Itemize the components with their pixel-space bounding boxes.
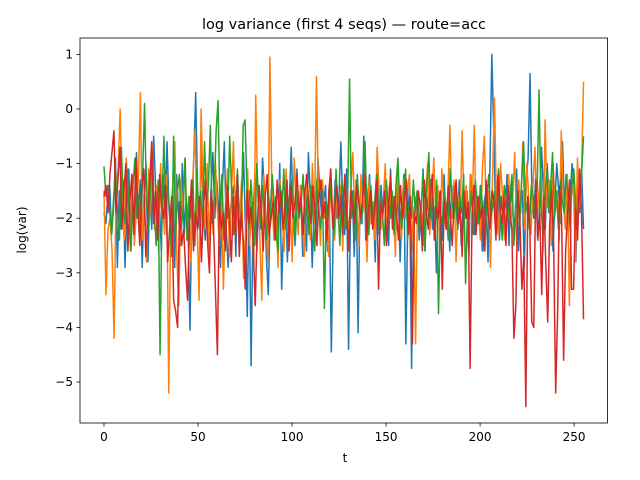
y-axis: −5 −4 −3 −2 −1 0 1 — [55, 47, 80, 389]
y-tick-label: 0 — [65, 102, 73, 116]
plot-area — [103, 53, 585, 408]
x-tick-label: 250 — [563, 430, 586, 444]
y-tick-label: −4 — [55, 320, 73, 334]
y-tick-label: −3 — [55, 266, 73, 280]
x-tick-label: 50 — [190, 430, 205, 444]
chart-title: log variance (first 4 seqs) — route=acc — [202, 17, 486, 33]
plot-frame — [79, 37, 608, 424]
y-tick-label: −1 — [55, 157, 73, 171]
x-axis: 0 50 100 150 200 250 — [100, 423, 586, 444]
series-line-3 — [103, 130, 585, 408]
x-tick-label: 200 — [469, 430, 492, 444]
x-tick-label: 0 — [100, 430, 108, 444]
y-tick-label: −2 — [55, 211, 73, 225]
y-tick-label: 1 — [65, 47, 73, 61]
y-axis-label: log(var) — [15, 206, 29, 253]
x-tick-label: 100 — [281, 430, 304, 444]
y-tick-label: −5 — [55, 375, 73, 389]
x-tick-label: 150 — [375, 430, 398, 444]
x-axis-label: t — [343, 451, 348, 465]
